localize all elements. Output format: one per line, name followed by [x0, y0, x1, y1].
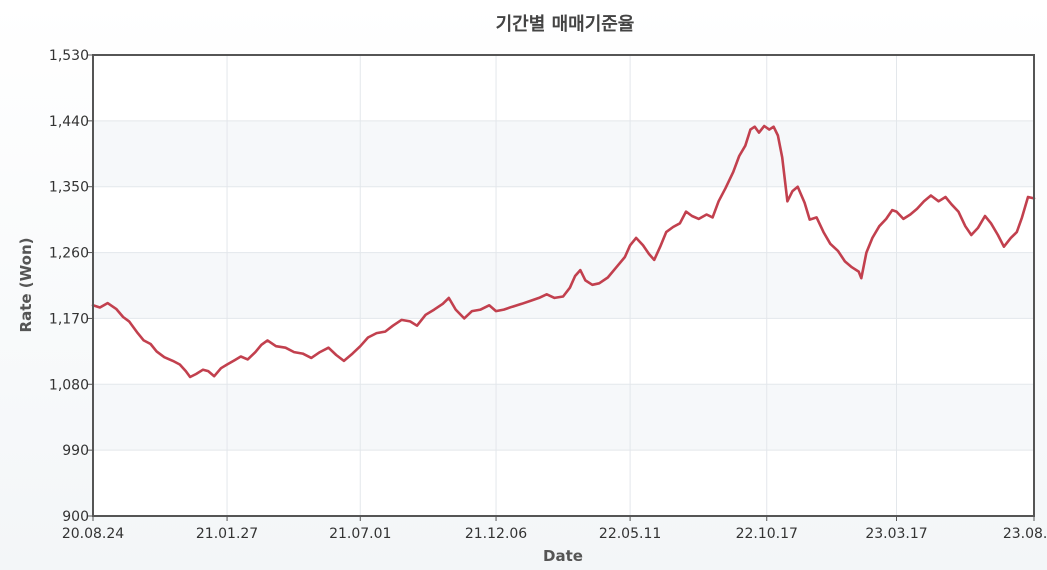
plot-background: [93, 55, 1034, 516]
x-axis-title: Date: [543, 547, 583, 565]
x-tick-label: 20.08.24: [62, 526, 124, 542]
x-axis-ticks: 20.08.24 21.01.27 21.07.01 21.12.06 22.05.11…: [62, 516, 1047, 542]
y-tick-label: 1,170: [49, 311, 89, 327]
plot-band: [93, 252, 1034, 319]
y-tick-label: 900: [62, 509, 89, 525]
plot-frame: [92, 54, 1035, 517]
x-tick-label: 22.10.17: [736, 526, 798, 542]
x-tick-label: 23.03.17: [865, 526, 927, 542]
plot-band: [93, 120, 1034, 187]
y-tick-label: 1,080: [49, 377, 89, 393]
plot-band: [93, 384, 1034, 451]
y-tick-label: 1,260: [49, 246, 89, 262]
y-tick-label: 1,350: [49, 180, 89, 196]
x-tick-label: 21.12.06: [465, 526, 527, 542]
y-axis-ticks: 900 990 1,080 1,170 1,260 1,350 1,440 1,530: [49, 48, 93, 525]
y-tick-label: 1,440: [49, 114, 89, 130]
x-tick-label: 21.07.01: [329, 526, 391, 542]
y-tick-label: 990: [62, 443, 89, 459]
x-tick-label: 22.05.11: [599, 526, 661, 542]
x-tick-label: 21.01.27: [196, 526, 258, 542]
chart-title: 기간별 매매기준율: [496, 14, 635, 35]
rate-series-line: [91, 124, 1036, 379]
y-tick-label: 1,530: [49, 48, 89, 64]
y-axis-title: Rate (Won): [17, 238, 35, 333]
x-tick-label: 23.08.24: [1003, 526, 1047, 542]
